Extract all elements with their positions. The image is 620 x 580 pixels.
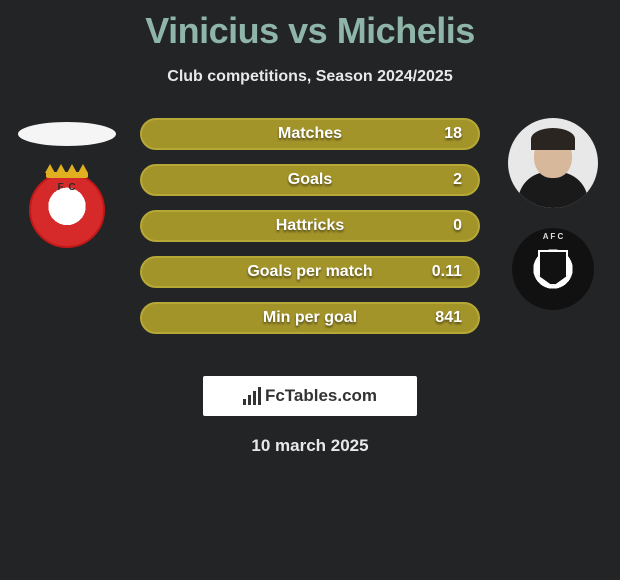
player-left-avatar-placeholder (18, 122, 116, 146)
stat-value: 0 (453, 217, 462, 235)
page-title: Vinicius vs Michelis (0, 0, 620, 52)
stat-label: Min per goal (263, 309, 357, 327)
stat-value: 0.11 (432, 263, 462, 281)
stat-bar-gpm: Goals per match 0.11 (140, 256, 480, 288)
watermark: FcTables.com (203, 376, 417, 416)
club-crest-left: F C (24, 164, 110, 250)
player-right-avatar (508, 118, 598, 208)
right-player-column: A F C (498, 118, 608, 312)
date-label: 10 march 2025 (0, 436, 620, 456)
stat-bar-mpg: Min per goal 841 (140, 302, 480, 334)
club-crest-right: A F C (510, 226, 596, 312)
stat-value: 2 (453, 171, 462, 189)
stats-bar-group: Matches 18 Goals 2 Hattricks 0 Goals per… (140, 118, 480, 334)
stat-label: Matches (278, 125, 342, 143)
left-player-column: F C (12, 118, 122, 250)
bar-chart-icon (243, 387, 261, 405)
comparison-panel: F C Matches 18 Goals 2 Hattricks 0 Goals… (0, 118, 620, 358)
stat-label: Hattricks (276, 217, 344, 235)
stat-value: 841 (435, 309, 462, 327)
stat-bar-goals: Goals 2 (140, 164, 480, 196)
watermark-text: FcTables.com (265, 386, 377, 406)
stat-label: Goals (288, 171, 332, 189)
stat-bar-matches: Matches 18 (140, 118, 480, 150)
stat-label: Goals per match (247, 263, 372, 281)
page-subtitle: Club competitions, Season 2024/2025 (0, 68, 620, 86)
stat-bar-hattricks: Hattricks 0 (140, 210, 480, 242)
stat-value: 18 (444, 125, 462, 143)
